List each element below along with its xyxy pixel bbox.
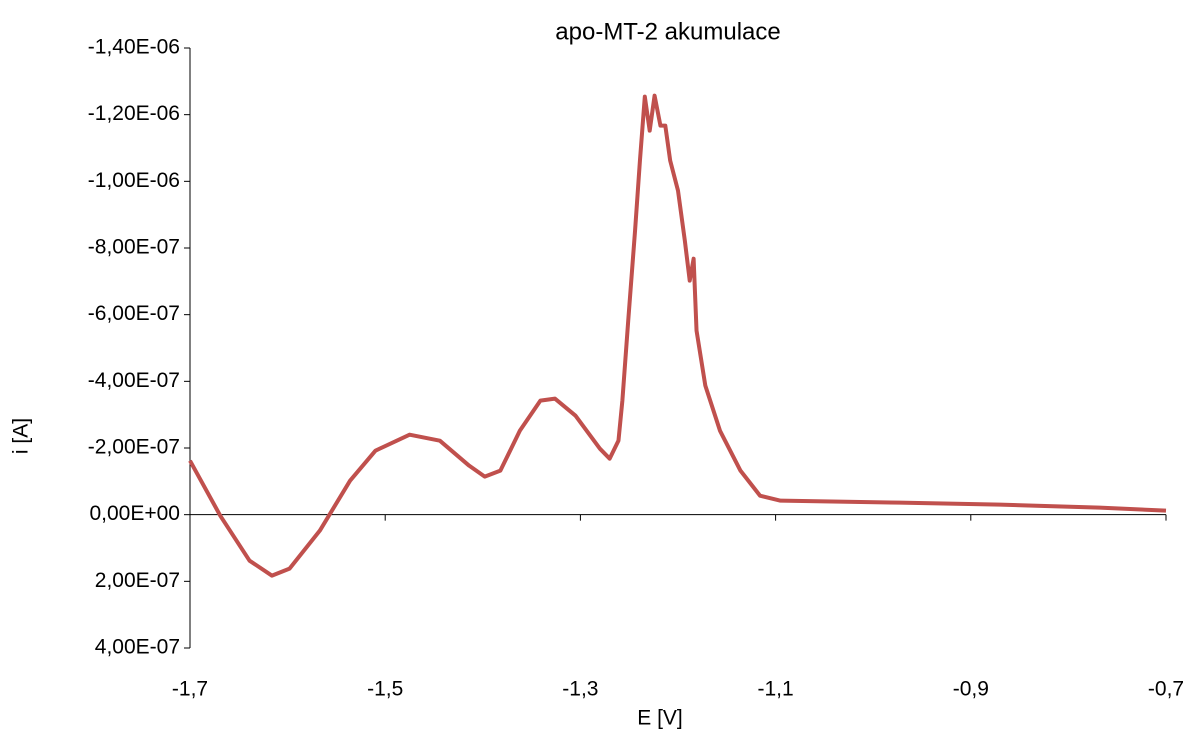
chart-title: apo-MT-2 akumulace (555, 18, 780, 45)
x-tick-label: -1,5 (367, 678, 403, 701)
x-tick-label: -0,7 (1148, 678, 1184, 701)
x-axis-label: E [V] (637, 707, 683, 730)
x-tick-label: -1,3 (562, 678, 598, 701)
y-tick-label: 2,00E-07 (95, 569, 180, 592)
y-tick-label: -1,20E-06 (88, 102, 180, 125)
x-tick-label: -0,9 (953, 678, 989, 701)
y-tick-label: -2,00E-07 (88, 436, 180, 459)
y-tick-label: 4,00E-07 (95, 636, 180, 659)
y-tick-label: -1,40E-06 (88, 36, 180, 59)
y-tick-label: -1,00E-06 (88, 169, 180, 192)
y-tick-label: -4,00E-07 (88, 369, 180, 392)
y-tick-label: 0,00E+00 (89, 502, 180, 525)
x-tick-label: -1,1 (758, 678, 794, 701)
y-tick-label: -6,00E-07 (88, 302, 180, 325)
x-tick-label: -1,7 (172, 678, 208, 701)
y-axis-label: i [A] (10, 418, 33, 454)
y-tick-label: -8,00E-07 (88, 236, 180, 259)
data-line (188, 93, 1167, 578)
